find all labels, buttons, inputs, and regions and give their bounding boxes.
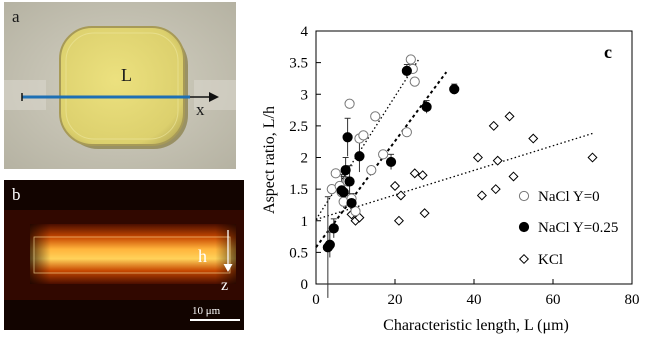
panel-a-image: a L x	[4, 2, 236, 169]
data-point	[393, 215, 404, 226]
panel-b-z-label: z	[221, 277, 228, 294]
data-point	[419, 208, 430, 219]
panel-b-h-label: h	[198, 246, 207, 266]
data-point	[417, 170, 428, 181]
data-point	[370, 111, 381, 122]
data-point	[492, 155, 503, 166]
data-point	[342, 132, 353, 143]
x-tick-label: 40	[467, 292, 482, 308]
data-point	[340, 165, 351, 176]
x-tick-label: 0	[312, 292, 320, 308]
data-point	[528, 133, 539, 144]
x-tick-label: 20	[388, 292, 403, 308]
y-axis-label: Aspect ratio, L/h	[261, 106, 278, 214]
data-point	[449, 84, 460, 95]
data-point	[330, 168, 341, 179]
panel-a-l-label: L	[121, 65, 132, 85]
panel-a-x-label: x	[196, 100, 205, 119]
data-point	[472, 152, 483, 163]
data-point	[328, 223, 339, 234]
panel-a-letter: a	[12, 7, 20, 26]
data-point	[401, 65, 412, 76]
data-point	[490, 184, 501, 195]
data-point	[504, 111, 515, 122]
data-point	[401, 127, 412, 138]
data-point	[338, 187, 349, 198]
panel-b-letter: b	[12, 185, 21, 204]
data-point	[488, 120, 499, 131]
x-axis-label: Characteristic length, L (μm)	[383, 317, 569, 334]
legend-label: KCl	[538, 252, 563, 268]
data-point	[587, 152, 598, 163]
data-point	[378, 149, 389, 160]
y-tick-label: 1.5	[289, 182, 308, 198]
data-point	[508, 171, 519, 182]
legend-marker	[518, 190, 530, 202]
data-point	[324, 239, 335, 250]
data-point	[405, 54, 416, 65]
data-point	[344, 176, 355, 187]
y-tick-label: 2	[301, 151, 309, 167]
y-tick-label: 0	[301, 277, 309, 293]
data-point	[354, 151, 365, 162]
data-point	[358, 130, 369, 141]
data-point	[350, 206, 361, 217]
panel-c-letter: c	[604, 42, 612, 62]
data-point	[366, 165, 377, 176]
y-tick-label: 4	[301, 24, 309, 40]
data-point	[385, 156, 397, 168]
legend-marker	[518, 221, 530, 233]
y-tick-label: 3	[301, 87, 309, 103]
data-point	[346, 197, 357, 209]
aspect-ratio-chart: 0 20 40 60 80 0 0.5 1 1.5 2 2.5 3 3.5 4 NaCl Y=0 NaCl …	[250, 0, 648, 334]
legend-marker	[518, 253, 530, 265]
data-point	[409, 76, 420, 87]
y-tick-label: 2.5	[289, 119, 308, 135]
trendline	[315, 71, 448, 248]
data-point	[476, 190, 487, 201]
legend-label: NaCl Y=0.25	[538, 220, 618, 236]
legend-label: NaCl Y=0	[538, 189, 600, 205]
data-point	[409, 168, 420, 179]
data-point	[344, 98, 355, 109]
panel-b-scale-bar-label: 10 μm	[192, 305, 221, 317]
y-tick-label: 3.5	[289, 56, 308, 72]
data-point	[395, 190, 406, 201]
data-point	[421, 101, 432, 113]
y-tick-label: 0.5	[289, 245, 308, 261]
panel-b-image: b h z 10 μm	[4, 180, 244, 330]
x-tick-label: 80	[625, 292, 640, 308]
trendline	[315, 132, 593, 221]
x-tick-label: 60	[546, 292, 561, 308]
y-tick-label: 1	[301, 214, 309, 230]
data-point	[389, 180, 401, 191]
